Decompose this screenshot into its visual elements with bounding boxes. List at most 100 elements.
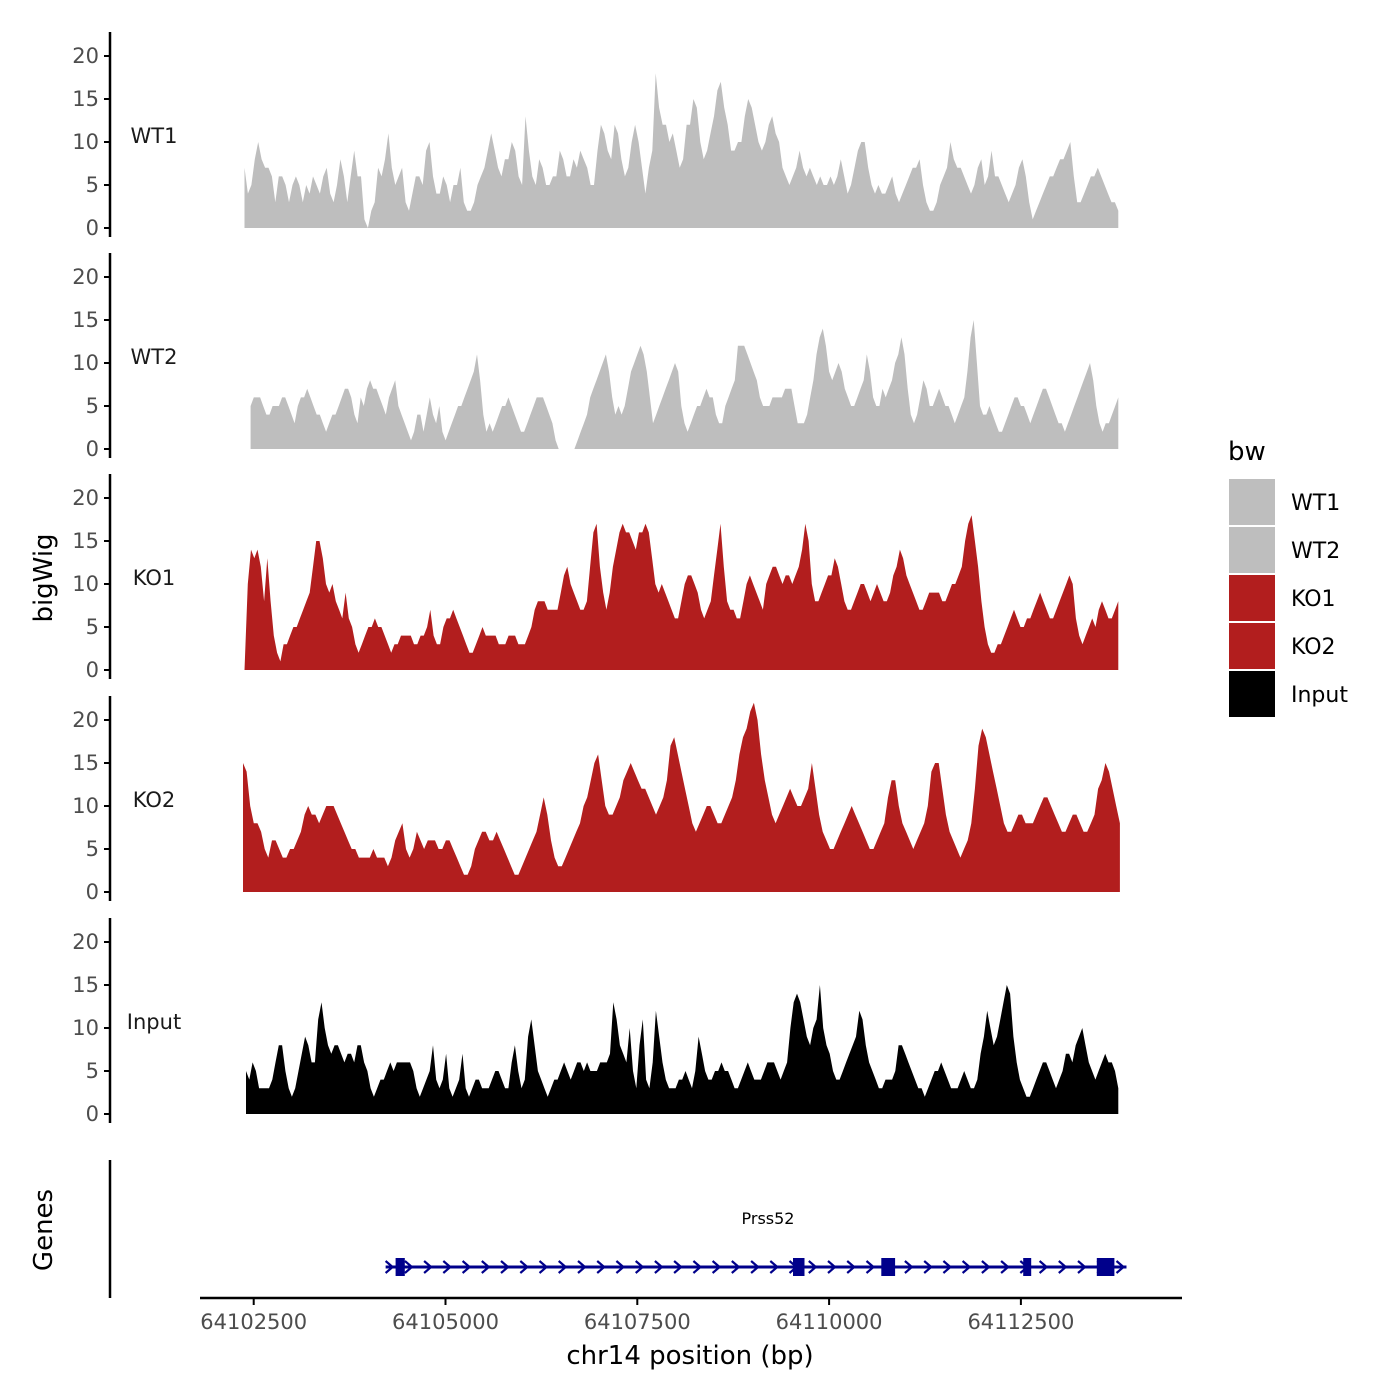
strand-arrow bbox=[615, 1260, 626, 1274]
legend: bw WT1 WT2 KO1 KO2 Input bbox=[1228, 437, 1348, 717]
strand-arrow bbox=[442, 1260, 452, 1274]
strand-arrow bbox=[961, 1260, 972, 1274]
legend-swatch-wt1 bbox=[1229, 479, 1275, 525]
y-tick-label: 0 bbox=[86, 437, 99, 461]
legend-label-wt2: WT2 bbox=[1291, 539, 1340, 564]
legend-swatch-ko1 bbox=[1229, 575, 1275, 621]
y-tick-label: 0 bbox=[86, 658, 99, 682]
track-ko2: 0 5 10 15 20 KO2 bbox=[72, 696, 1120, 904]
y-tick-label: 5 bbox=[86, 394, 99, 418]
area-ko2 bbox=[243, 702, 1120, 892]
strand-arrow bbox=[769, 1260, 779, 1274]
x-tick-label: 64107500 bbox=[584, 1310, 691, 1334]
y-tick-label: 20 bbox=[72, 44, 99, 68]
track-ko1: 0 5 10 15 20 KO1 bbox=[72, 474, 1119, 682]
coverage-tracks: 0 5 10 15 20 WT1 0 5 10 15 20 WT2 0 5 10 15 20 KO1 0 5 10 15 2… bbox=[72, 32, 1120, 1126]
y-axis-title: bigWig bbox=[29, 533, 59, 622]
strand-arrow bbox=[404, 1260, 414, 1274]
strand-arrow bbox=[500, 1260, 510, 1274]
area-ko1 bbox=[244, 515, 1119, 670]
y-tick-label: 20 bbox=[72, 930, 99, 954]
track-wt1: 0 5 10 15 20 WT1 bbox=[72, 32, 1119, 240]
y-tick-label: 20 bbox=[72, 265, 99, 289]
track-label-wt2: WT2 bbox=[131, 345, 178, 369]
strand-arrow bbox=[808, 1260, 818, 1274]
area-wt1 bbox=[244, 73, 1119, 228]
x-tick-label: 64105000 bbox=[392, 1310, 499, 1334]
y-tick-label: 15 bbox=[72, 973, 99, 997]
track-label-input: Input bbox=[127, 1010, 181, 1034]
strand-arrow bbox=[519, 1260, 529, 1274]
legend-label-input: Input bbox=[1291, 683, 1348, 708]
strand-arrow bbox=[827, 1260, 837, 1274]
y-tick-label: 5 bbox=[86, 173, 99, 197]
strand-arrow bbox=[654, 1260, 664, 1274]
legend-label-ko1: KO1 bbox=[1291, 587, 1336, 612]
strand-arrow bbox=[711, 1260, 722, 1274]
strand-arrow bbox=[865, 1260, 876, 1274]
area-wt2 bbox=[250, 320, 1119, 449]
strand-arrow bbox=[942, 1260, 953, 1274]
x-axis-title: chr14 position (bp) bbox=[566, 1341, 813, 1371]
x-tick-label: 64112500 bbox=[967, 1310, 1074, 1334]
legend-swatch-ko2 bbox=[1229, 623, 1275, 669]
strand-arrow bbox=[981, 1260, 991, 1274]
strand-arrow bbox=[423, 1260, 433, 1274]
y-tick-label: 0 bbox=[86, 1102, 99, 1126]
track-label-ko1: KO1 bbox=[133, 566, 176, 590]
legend-swatch-input bbox=[1229, 671, 1275, 717]
gene-exon bbox=[395, 1258, 405, 1276]
track-input: 0 5 10 15 20 Input bbox=[72, 918, 1119, 1126]
strand-arrow bbox=[923, 1260, 933, 1274]
y-tick-label: 5 bbox=[86, 837, 99, 861]
strand-arrow bbox=[1000, 1260, 1010, 1274]
strand-arrow bbox=[673, 1260, 683, 1274]
strand-arrow bbox=[692, 1260, 703, 1274]
strand-arrow bbox=[846, 1260, 856, 1274]
y-tick-label: 0 bbox=[86, 880, 99, 904]
track-label-ko2: KO2 bbox=[133, 788, 176, 812]
gene-name-label: Prss52 bbox=[742, 1209, 795, 1228]
strand-arrow bbox=[731, 1260, 741, 1274]
strand-arrow bbox=[538, 1260, 549, 1274]
strand-arrow bbox=[596, 1260, 606, 1274]
gene-exon bbox=[881, 1258, 896, 1276]
x-tick-label: 64102500 bbox=[200, 1310, 307, 1334]
gene-exon bbox=[1023, 1258, 1032, 1276]
strand-arrow bbox=[384, 1260, 395, 1274]
strand-arrow bbox=[1115, 1260, 1126, 1274]
y-tick-label: 10 bbox=[72, 130, 99, 154]
y-tick-label: 5 bbox=[86, 1059, 99, 1083]
legend-swatch-wt2 bbox=[1229, 527, 1275, 573]
strand-arrow bbox=[577, 1260, 587, 1274]
legend-title: bw bbox=[1228, 437, 1266, 467]
gene-exon bbox=[793, 1258, 805, 1276]
x-tick-label: 64110000 bbox=[776, 1310, 883, 1334]
gene-exon bbox=[1096, 1258, 1115, 1276]
strand-arrow bbox=[750, 1260, 760, 1274]
strand-arrow bbox=[1058, 1260, 1068, 1274]
y-tick-label: 15 bbox=[72, 308, 99, 332]
y-tick-label: 10 bbox=[72, 794, 99, 818]
y-tick-label: 20 bbox=[72, 708, 99, 732]
x-axis: 64102500 64105000 64107500 64110000 64112500 bbox=[200, 1296, 1182, 1334]
strand-arrow bbox=[634, 1260, 645, 1274]
strand-arrow bbox=[1077, 1260, 1087, 1274]
y-tick-label: 10 bbox=[72, 351, 99, 375]
y-tick-label: 15 bbox=[72, 87, 99, 111]
strand-arrow bbox=[461, 1260, 472, 1274]
strand-arrow bbox=[904, 1260, 914, 1274]
gene-track-title: Genes bbox=[29, 1189, 59, 1271]
y-tick-label: 20 bbox=[72, 486, 99, 510]
track-label-wt1: WT1 bbox=[131, 124, 178, 148]
y-tick-label: 15 bbox=[72, 751, 99, 775]
legend-label-ko2: KO2 bbox=[1291, 635, 1336, 660]
area-input bbox=[246, 985, 1119, 1114]
y-tick-label: 5 bbox=[86, 615, 99, 639]
strand-arrow bbox=[557, 1260, 568, 1274]
y-tick-label: 10 bbox=[72, 1016, 99, 1040]
gene-track: Genes Prss52 bbox=[29, 1160, 1127, 1298]
legend-label-wt1: WT1 bbox=[1291, 491, 1340, 516]
y-tick-label: 10 bbox=[72, 572, 99, 596]
